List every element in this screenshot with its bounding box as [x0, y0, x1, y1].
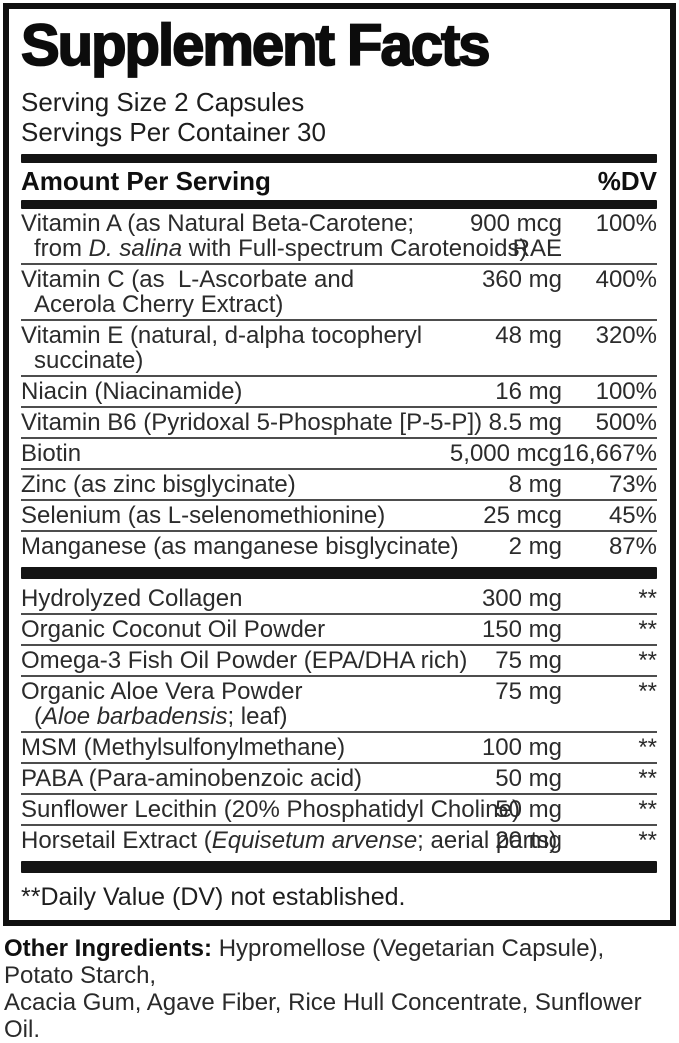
- table-row: Vitamin B6 (Pyridoxal 5-Phosphate [P-5-P…: [21, 406, 657, 437]
- divider-bar-section: [21, 567, 657, 579]
- ingredient-name: Vitamin A (as Natural Beta-Carotene; from…: [21, 210, 528, 262]
- table-row: Vitamin C (as L-Ascorbate and Acerola Che…: [21, 263, 657, 319]
- ingredient-dv: **: [638, 585, 657, 612]
- ingredient-dv: **: [638, 734, 657, 761]
- ingredient-amount: 150 mg: [481, 616, 562, 643]
- table-row: MSM (Methylsulfonylmethane) 100 mg **: [21, 731, 657, 762]
- ingredient-dv: 100%: [595, 378, 657, 405]
- divider-bar-top: [21, 154, 657, 163]
- serving-size-text: Serving Size 2 Capsules: [21, 87, 305, 117]
- ingredient-amount: 8 mg: [508, 471, 562, 498]
- table-row: Biotin 5,000 mcg 16,667%: [21, 437, 657, 468]
- other-ingredients-label: Other Ingredients:: [4, 935, 213, 962]
- ingredient-name: Vitamin E (natural, d-alpha tocopheryl su…: [21, 322, 423, 374]
- ingredient-name: Niacin (Niacinamide): [21, 378, 243, 405]
- ingredient-name: Vitamin B6 (Pyridoxal 5-Phosphate [P-5-P…: [21, 409, 483, 436]
- ingredient-name: Organic Aloe Vera Powder (Aloe barbadensi…: [21, 678, 303, 730]
- ingredient-dv: **: [638, 616, 657, 643]
- other-actives-table: Hydrolyzed Collagen 300 mg ** Organic Co…: [21, 584, 657, 855]
- dv-header: %DV: [597, 166, 657, 196]
- table-row: Vitamin A (as Natural Beta-Carotene; from…: [21, 209, 657, 263]
- table-row: Vitamin E (natural, d-alpha tocopheryl su…: [21, 319, 657, 375]
- ingredient-name: PABA (Para-aminobenzoic acid): [21, 765, 363, 792]
- ingredient-dv: **: [638, 827, 657, 854]
- ingredient-amount: 48 mg: [495, 322, 562, 349]
- ingredient-amount: 20 mg: [495, 827, 562, 854]
- other-ingredients: Other Ingredients: Hypromellose (Vegetar…: [4, 935, 677, 1043]
- ingredient-name: Hydrolyzed Collagen: [21, 585, 243, 612]
- ingredient-amount: 50 mg: [495, 796, 562, 823]
- ingredient-dv: 16,667%: [562, 440, 657, 467]
- table-row: Horsetail Extract (Equisetum arvense; ae…: [21, 824, 657, 855]
- ingredient-name: Biotin: [21, 440, 82, 467]
- ingredient-name: Organic Coconut Oil Powder: [21, 616, 326, 643]
- ingredient-amount: 16 mg: [495, 378, 562, 405]
- ingredient-name: Selenium (as L-selenomethionine): [21, 502, 386, 529]
- table-row: PABA (Para-aminobenzoic acid) 50 mg **: [21, 762, 657, 793]
- ingredient-dv: 73%: [608, 471, 657, 498]
- table-row: Sunflower Lecithin (20% Phosphatidyl Cho…: [21, 793, 657, 824]
- ingredient-dv: **: [638, 678, 657, 705]
- ingredient-amount: 900 mcg RAE: [469, 210, 562, 262]
- ingredient-amount: 360 mg: [481, 266, 562, 293]
- dv-footnote: **Daily Value (DV) not established.: [21, 883, 406, 911]
- ingredient-dv: **: [638, 647, 657, 674]
- supplement-label-page: Supplement Facts Serving Size 2 Capsules…: [0, 3, 679, 1043]
- ingredient-amount: 75 mg: [495, 678, 562, 705]
- table-row: Organic Aloe Vera Powder (Aloe barbadensi…: [21, 675, 657, 731]
- ingredient-amount: 300 mg: [481, 585, 562, 612]
- ingredient-dv: 320%: [595, 322, 657, 349]
- ingredient-dv: 400%: [595, 266, 657, 293]
- table-row: Manganese (as manganese bisglycinate) 2 …: [21, 530, 657, 561]
- amount-per-serving-header: Amount Per Serving: [21, 166, 271, 196]
- vitamins-table: Vitamin A (as Natural Beta-Carotene; from…: [21, 209, 657, 561]
- ingredient-name: Sunflower Lecithin (20% Phosphatidyl Cho…: [21, 796, 520, 823]
- table-row: Niacin (Niacinamide) 16 mg 100%: [21, 375, 657, 406]
- other-ingredients-line2: Acacia Gum, Agave Fiber, Rice Hull Conce…: [4, 989, 642, 1043]
- table-row: Zinc (as zinc bisglycinate) 8 mg 73%: [21, 468, 657, 499]
- ingredient-amount: 5,000 mcg: [449, 440, 562, 467]
- ingredient-name: MSM (Methylsulfonylmethane): [21, 734, 346, 761]
- table-row: Selenium (as L-selenomethionine) 25 mcg …: [21, 499, 657, 530]
- servings-per-container-text: Servings Per Container 30: [21, 117, 326, 147]
- ingredient-dv: 87%: [608, 533, 657, 560]
- ingredient-dv: **: [638, 796, 657, 823]
- ingredient-amount: 8.5 mg: [488, 409, 562, 436]
- ingredient-amount: 25 mcg: [483, 502, 562, 529]
- table-row: Hydrolyzed Collagen 300 mg **: [21, 584, 657, 613]
- divider-bar-bottom: [21, 861, 657, 873]
- divider-bar-header: [21, 200, 657, 209]
- page-title: Supplement Facts: [20, 13, 491, 78]
- ingredient-dv: 45%: [608, 502, 657, 529]
- ingredient-dv: 100%: [595, 210, 657, 237]
- supplement-facts-panel: Supplement Facts Serving Size 2 Capsules…: [3, 3, 676, 926]
- table-header-row: Amount Per Serving %DV: [21, 163, 657, 200]
- ingredient-name: Omega-3 Fish Oil Powder (EPA/DHA rich): [21, 647, 468, 674]
- ingredient-amount: 50 mg: [495, 765, 562, 792]
- ingredient-name: Zinc (as zinc bisglycinate): [21, 471, 296, 498]
- ingredient-name: Horsetail Extract (Equisetum arvense; ae…: [21, 827, 558, 854]
- ingredient-dv: **: [638, 765, 657, 792]
- ingredient-dv: 500%: [595, 409, 657, 436]
- ingredient-amount: 100 mg: [481, 734, 562, 761]
- table-row: Omega-3 Fish Oil Powder (EPA/DHA rich) 7…: [21, 644, 657, 675]
- ingredient-name: Manganese (as manganese bisglycinate): [21, 533, 459, 560]
- ingredient-name: Vitamin C (as L-Ascorbate and Acerola Che…: [21, 266, 355, 318]
- ingredient-amount: 2 mg: [508, 533, 562, 560]
- ingredient-amount: 75 mg: [495, 647, 562, 674]
- table-row: Organic Coconut Oil Powder 150 mg **: [21, 613, 657, 644]
